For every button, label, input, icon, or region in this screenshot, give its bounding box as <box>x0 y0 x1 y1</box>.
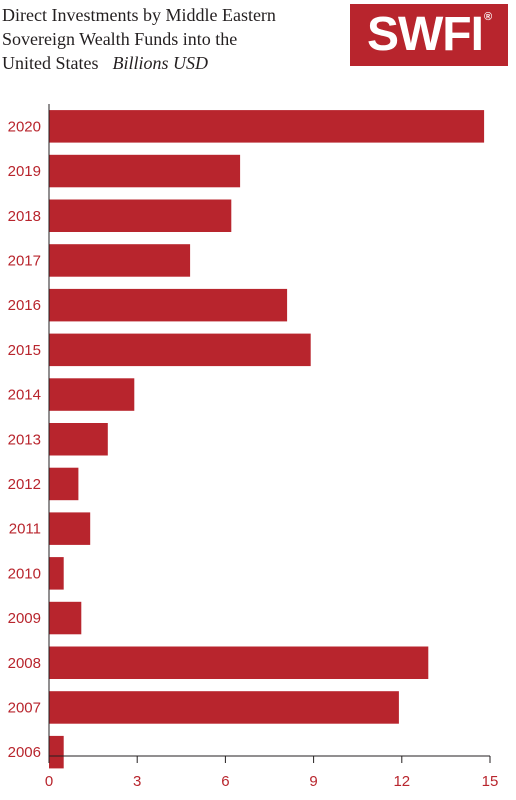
category-label-2009: 2009 <box>8 610 41 627</box>
category-label-2013: 2013 <box>8 431 41 448</box>
category-label-2007: 2007 <box>8 700 41 717</box>
bar-2015 <box>49 333 311 367</box>
category-label-2015: 2015 <box>8 342 41 359</box>
category-label-2010: 2010 <box>8 565 41 582</box>
category-label-2006: 2006 <box>8 744 41 761</box>
title-line-3: United States Billions USD <box>2 51 347 75</box>
category-label-2018: 2018 <box>8 208 41 225</box>
registered-mark: ® <box>483 11 492 23</box>
title-line-3-text: United States <box>2 53 99 73</box>
bar-2012 <box>49 467 79 501</box>
x-tick-label-6: 6 <box>221 773 229 790</box>
bar-2018 <box>49 199 232 232</box>
category-label-2017: 2017 <box>8 253 41 270</box>
category-label-2020: 2020 <box>8 118 41 135</box>
bar-2006 <box>49 735 64 769</box>
bar-2020 <box>49 110 485 143</box>
category-label-2012: 2012 <box>8 476 41 493</box>
category-label-2016: 2016 <box>8 297 41 314</box>
swfi-logo: SWFI® <box>350 4 508 66</box>
bar-2007 <box>49 691 399 724</box>
x-tick-label-12: 12 <box>393 773 410 790</box>
x-tick-label-15: 15 <box>482 773 499 790</box>
x-tick-label-0: 0 <box>45 773 53 790</box>
category-label-2011: 2011 <box>9 521 41 538</box>
bar-2016 <box>49 288 288 322</box>
title-line-1: Direct Investments by Middle Eastern <box>2 5 276 25</box>
bar-2009 <box>49 601 82 635</box>
chart-title: Direct Investments by Middle Eastern Sov… <box>2 3 347 75</box>
bar-2011 <box>49 512 91 545</box>
category-label-2008: 2008 <box>8 655 41 672</box>
x-tick-label-9: 9 <box>309 773 317 790</box>
bar-2008 <box>49 646 429 679</box>
category-label-2014: 2014 <box>8 387 41 404</box>
bar-2017 <box>49 244 191 277</box>
bar-2013 <box>49 423 108 456</box>
bar-2014 <box>49 378 135 411</box>
x-tick-label-3: 3 <box>133 773 141 790</box>
logo-text: SWFI <box>366 8 484 61</box>
title-line-2: Sovereign Wealth Funds into the <box>2 29 238 49</box>
bar-2019 <box>49 154 241 188</box>
bar-2010 <box>49 557 64 590</box>
category-label-2019: 2019 <box>8 163 41 180</box>
unit-label: Billions USD <box>112 53 209 73</box>
